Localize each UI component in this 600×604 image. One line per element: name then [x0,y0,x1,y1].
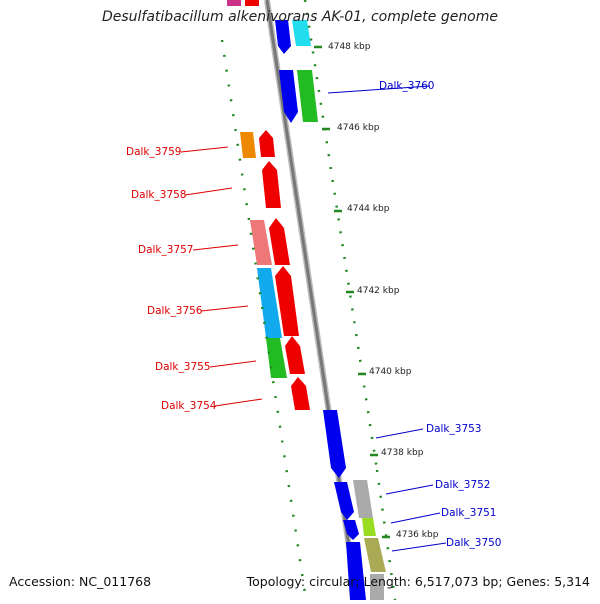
gene-partial-bottom [370,574,384,600]
gene-label-dalk3756[interactable]: Dalk_3756 [147,305,203,317]
gene-partial-top-2 [245,0,259,6]
kbp-label-4742: 4742 kbp [357,286,400,296]
gene-cyan-top[interactable] [292,20,311,46]
gene-dalk3750[interactable] [364,538,386,572]
gene-dalk3753[interactable] [323,410,346,478]
gene-label-dalk3760[interactable]: Dalk_3760 [379,80,435,92]
gene-label-dalk3752[interactable]: Dalk_3752 [435,479,491,491]
genome-title: Desulfatibacillum alkenivorans AK-01, co… [101,9,499,25]
gene-dalk3758[interactable] [262,161,281,208]
gene-forward-b1[interactable] [334,482,354,520]
gene-dalk3759[interactable] [240,132,256,158]
gene-label-dalk3755[interactable]: Dalk_3755 [155,361,211,373]
kbp-label-4740: 4740 kbp [369,367,412,377]
kbp-label-4744: 4744 kbp [347,204,390,214]
accession-text: Accession: NC_011768 [9,574,152,589]
gene-dalk3757-light[interactable] [250,220,272,265]
gene-label-dalk3757[interactable]: Dalk_3757 [138,244,194,256]
gene-label-dalk3754[interactable]: Dalk_3754 [161,400,217,412]
genome-summary-text: Topology: circular; Length: 6,517,073 bp… [246,574,590,589]
gene-dalk3752[interactable] [353,480,373,518]
kbp-label-4748: 4748 kbp [328,42,371,52]
gene-dalk3759-partner[interactable] [259,130,275,157]
gene-label-dalk3759[interactable]: Dalk_3759 [126,146,182,158]
gene-forward-b2[interactable] [343,520,359,540]
gene-dalk3754[interactable] [291,377,310,410]
gene-partial-top-1 [227,0,241,6]
gene-label-dalk3750[interactable]: Dalk_3750 [446,537,502,549]
gene-dalk3760-partner[interactable] [297,70,318,122]
gene-dalk3757[interactable] [269,218,290,265]
kbp-label-4746: 4746 kbp [337,123,380,133]
kbp-label-4738: 4738 kbp [381,448,424,458]
gene-forward-top[interactable] [275,20,291,54]
gene-label-dalk3758[interactable]: Dalk_3758 [131,189,187,201]
gene-label-dalk3753[interactable]: Dalk_3753 [426,423,482,435]
leader-lines [180,85,447,552]
gene-dalk3756[interactable] [257,268,282,338]
gene-label-dalk3751[interactable]: Dalk_3751 [441,507,497,519]
gene-dalk3756-partner[interactable] [275,266,299,336]
gene-dalk3755-partner[interactable] [285,336,305,374]
kbp-label-4736: 4736 kbp [396,530,439,540]
kbp-ticks [314,45,390,539]
outer-track-right [303,0,397,601]
gene-dalk3751[interactable] [362,518,376,536]
gene-forward-b3[interactable] [346,542,366,600]
gene-dalk3755[interactable] [266,338,287,378]
gene-dalk3760[interactable] [279,70,298,123]
